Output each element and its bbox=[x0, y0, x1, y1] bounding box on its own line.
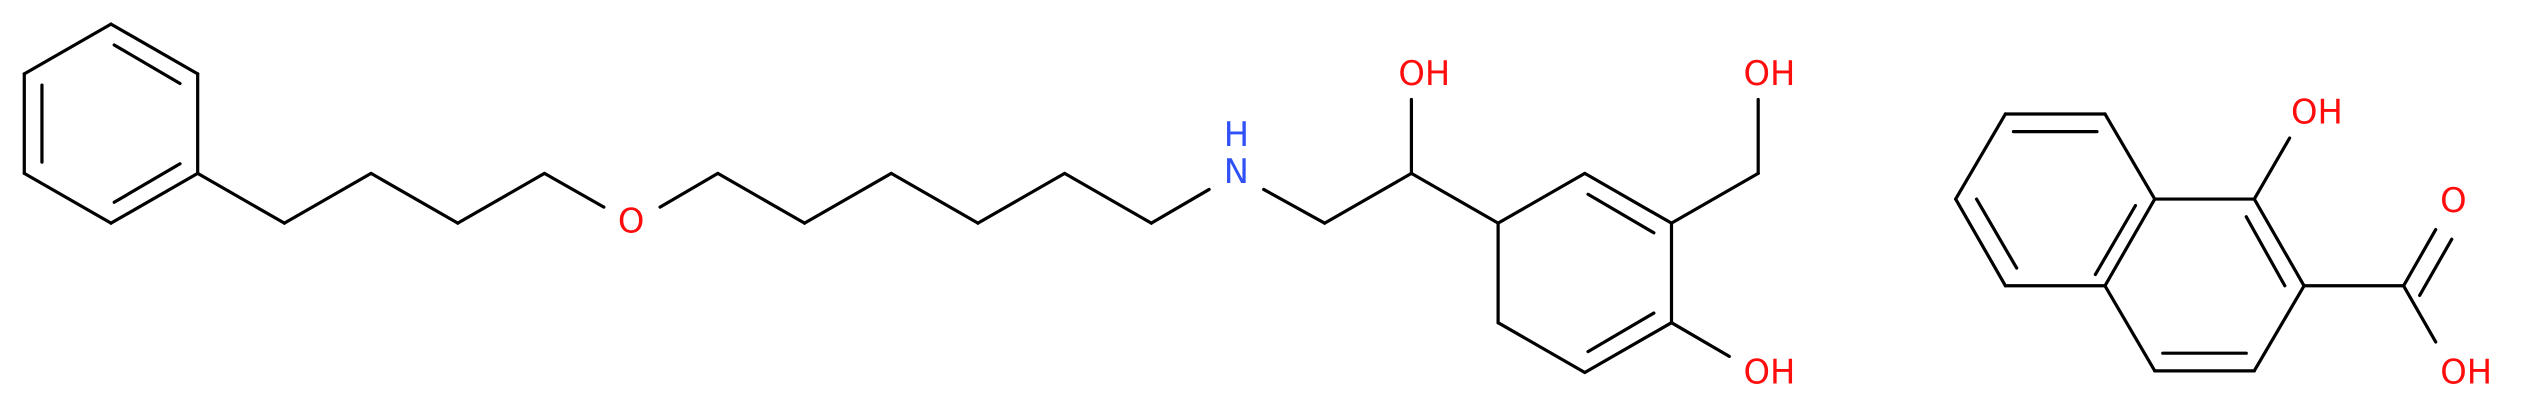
atom-label: OH bbox=[1743, 54, 1795, 93]
atom-label: H bbox=[1224, 115, 1249, 154]
atom-label: N bbox=[1224, 152, 1249, 191]
atom-label: OH bbox=[2291, 92, 2343, 131]
atom-label: OH bbox=[2440, 353, 2492, 392]
atom-label: O bbox=[2440, 181, 2467, 220]
bonds bbox=[22, 22, 2454, 375]
atom-label: OH bbox=[1398, 54, 1450, 93]
atom-label: O bbox=[618, 202, 645, 241]
atom-label: OH bbox=[1743, 353, 1795, 392]
